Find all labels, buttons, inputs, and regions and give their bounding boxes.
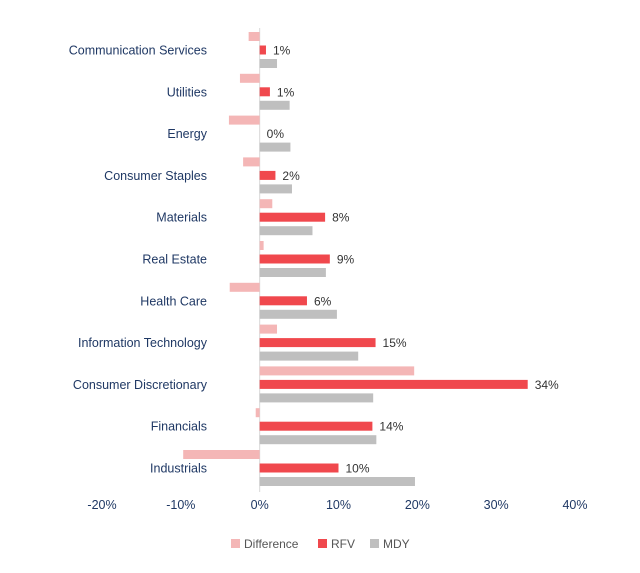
data-label-rfv-utilities: 1%: [277, 85, 295, 99]
bar-difference-consumer-discretionary: [260, 366, 415, 375]
bar-difference-information-technology: [260, 325, 277, 334]
x-tick-label: 40%: [562, 498, 587, 512]
category-label-consumer-staples: Consumer Staples: [104, 169, 207, 183]
legend-label-mdy: MDY: [383, 537, 410, 551]
x-tick-label: 30%: [484, 498, 509, 512]
category-label-real-estate: Real Estate: [142, 253, 207, 267]
category-label-consumer-discretionary: Consumer Discretionary: [73, 378, 208, 392]
legend-label-rfv: RFV: [331, 537, 355, 551]
bar-rfv-health-care: [260, 296, 307, 305]
category-label-energy: Energy: [167, 127, 207, 141]
category-label-information-technology: Information Technology: [78, 336, 208, 350]
bar-rfv-utilities: [260, 87, 270, 96]
bar-difference-utilities: [240, 74, 260, 83]
bar-mdy-utilities: [260, 101, 290, 110]
data-label-rfv-financials: 14%: [379, 420, 403, 434]
x-tick-label: 20%: [405, 498, 430, 512]
legend-swatch-difference: [231, 539, 240, 548]
data-label-rfv-materials: 8%: [332, 211, 350, 225]
category-label-communication-services: Communication Services: [69, 44, 207, 58]
bar-rfv-materials: [260, 213, 325, 222]
bar-mdy-consumer-discretionary: [260, 393, 374, 402]
bar-mdy-materials: [260, 226, 313, 235]
bar-rfv-real-estate: [260, 255, 330, 264]
legend-swatch-mdy: [370, 539, 379, 548]
bar-rfv-information-technology: [260, 338, 376, 347]
x-tick-label: 10%: [326, 498, 351, 512]
x-tick-label: -20%: [87, 498, 116, 512]
bar-rfv-consumer-discretionary: [260, 380, 528, 389]
bar-mdy-energy: [260, 143, 291, 152]
data-label-rfv-industrials: 10%: [346, 462, 370, 476]
bar-difference-industrials: [183, 450, 259, 459]
data-label-rfv-consumer-discretionary: 34%: [535, 378, 559, 392]
bar-difference-health-care: [230, 283, 260, 292]
data-label-rfv-information-technology: 15%: [383, 336, 407, 350]
bar-mdy-industrials: [260, 477, 415, 486]
bar-mdy-information-technology: [260, 352, 359, 361]
x-tick-label: -10%: [166, 498, 195, 512]
data-label-rfv-communication-services: 1%: [273, 44, 291, 58]
bar-difference-financials: [256, 408, 260, 417]
data-label-rfv-consumer-staples: 2%: [282, 169, 300, 183]
bar-difference-energy: [229, 116, 260, 125]
legend-label-difference: Difference: [244, 537, 299, 551]
category-label-materials: Materials: [156, 211, 207, 225]
category-label-health-care: Health Care: [140, 294, 207, 308]
legend-swatch-rfv: [318, 539, 327, 548]
bar-difference-consumer-staples: [243, 157, 260, 166]
data-label-rfv-real-estate: 9%: [337, 253, 355, 267]
bar-mdy-consumer-staples: [260, 184, 292, 193]
data-label-rfv-energy: 0%: [267, 127, 285, 141]
category-label-industrials: Industrials: [150, 462, 207, 476]
bar-mdy-health-care: [260, 310, 337, 319]
category-label-financials: Financials: [151, 420, 207, 434]
bar-difference-materials: [260, 199, 273, 208]
bar-mdy-communication-services: [260, 59, 277, 68]
bar-mdy-real-estate: [260, 268, 326, 277]
bar-rfv-financials: [260, 422, 373, 431]
bar-difference-communication-services: [249, 32, 260, 41]
bar-rfv-industrials: [260, 464, 339, 473]
bar-difference-real-estate: [260, 241, 264, 250]
bar-mdy-financials: [260, 435, 377, 444]
data-label-rfv-health-care: 6%: [314, 294, 332, 308]
category-label-utilities: Utilities: [167, 85, 207, 99]
bar-rfv-communication-services: [260, 46, 266, 55]
x-tick-label: 0%: [251, 498, 269, 512]
bar-rfv-consumer-staples: [260, 171, 276, 180]
